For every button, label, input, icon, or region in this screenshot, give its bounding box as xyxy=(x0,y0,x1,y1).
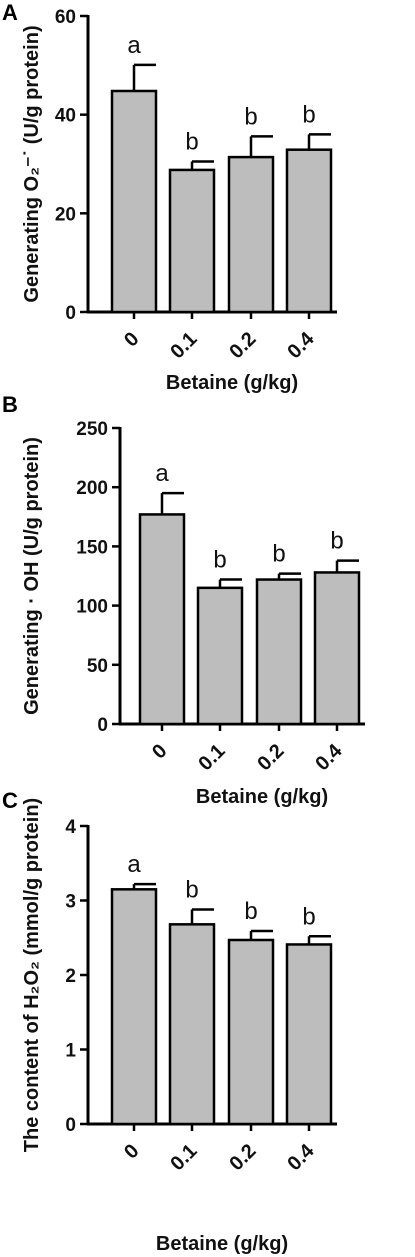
y-tick-label: 0 xyxy=(65,1115,76,1136)
x-tick-label: 0.4 xyxy=(283,327,319,363)
significance-label: b xyxy=(302,101,315,128)
x-tick-label: 0.2 xyxy=(225,1140,260,1175)
bar xyxy=(168,923,216,1126)
y-axis-title: Generating O₂⁻˙ (U/g protein) xyxy=(21,25,43,302)
bar xyxy=(168,168,216,314)
y-axis-title: The content of H₂O₂ (mmol/g protein) xyxy=(21,798,43,1152)
x-axis-title: Betaine (g/kg) xyxy=(196,786,328,808)
chart-panel-c: C 0 1 2 3 4 a 0 b 0.1 b 0.2 b 0.4 Betaine (g/kg) The co… xyxy=(2,788,337,1255)
panel-letter: A xyxy=(2,0,18,25)
x-tick-label: 0 xyxy=(148,740,171,763)
significance-label: b xyxy=(244,898,257,925)
y-axis-title: Generating · OH (U/g protein) xyxy=(21,437,43,715)
chart-panel-a: A 0 20 40 60 a 0 b 0.1 b 0.2 b 0.4 Betaine (g/kg) Gene… xyxy=(2,0,337,394)
x-axis-title: Betaine (g/kg) xyxy=(156,1233,288,1255)
x-tick-label: 0 xyxy=(120,328,143,351)
significance-label: a xyxy=(127,851,141,878)
bar xyxy=(227,155,275,314)
significance-label: a xyxy=(155,460,169,487)
y-tick-label: 3 xyxy=(65,892,76,913)
bar xyxy=(138,513,186,726)
y-tick-label: 60 xyxy=(55,7,76,28)
panel-letter: C xyxy=(2,788,18,813)
y-tick-label: 50 xyxy=(87,656,108,677)
significance-label: b xyxy=(185,876,198,903)
y-tick-label: 200 xyxy=(76,478,108,499)
x-tick-label: 0.1 xyxy=(194,740,229,775)
bar xyxy=(110,888,158,1126)
bar xyxy=(313,571,361,726)
significance-label: b xyxy=(213,547,226,574)
x-tick-label: 0.4 xyxy=(311,739,347,775)
bar xyxy=(285,943,333,1126)
bar xyxy=(227,938,275,1126)
bar xyxy=(285,148,333,314)
significance-label: a xyxy=(127,32,141,59)
y-tick-label: 4 xyxy=(65,817,76,838)
x-axis-title: Betaine (g/kg) xyxy=(166,372,298,394)
x-tick-label: 0.1 xyxy=(166,1140,201,1175)
x-tick-label: 0.2 xyxy=(253,740,288,775)
x-tick-label: 0.4 xyxy=(283,1139,319,1175)
y-tick-label: 0 xyxy=(97,715,108,736)
significance-label: b xyxy=(185,129,198,156)
bar xyxy=(110,89,158,314)
y-tick-label: 1 xyxy=(65,1041,76,1062)
y-tick-label: 0 xyxy=(65,303,76,324)
y-tick-label: 2 xyxy=(65,966,76,987)
x-tick-label: 0.1 xyxy=(166,328,201,363)
y-tick-label: 150 xyxy=(76,537,108,558)
significance-label: b xyxy=(302,903,315,930)
significance-label: b xyxy=(272,541,285,568)
bar xyxy=(255,578,303,726)
significance-label: b xyxy=(244,103,257,130)
panel-letter: B xyxy=(2,392,18,417)
significance-label: b xyxy=(330,528,343,555)
x-tick-label: 0 xyxy=(120,1140,143,1163)
y-tick-label: 40 xyxy=(55,106,76,127)
y-tick-label: 250 xyxy=(76,419,108,440)
chart-panel-b: B 0 50 100 150 200 250 a 0 b 0.1 b 0.2 b 0.4 Betaine (g… xyxy=(2,392,365,808)
bar xyxy=(196,586,244,726)
y-tick-label: 20 xyxy=(55,204,76,225)
x-tick-label: 0.2 xyxy=(225,328,260,363)
y-tick-label: 100 xyxy=(76,597,108,618)
